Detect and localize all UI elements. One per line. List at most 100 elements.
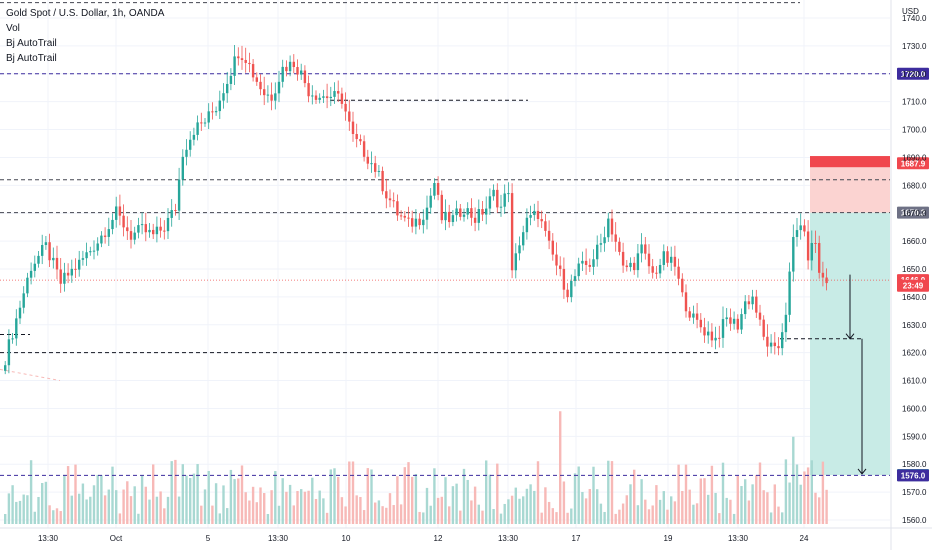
stop-loss-bar[interactable]: [810, 156, 890, 168]
price-tag[interactable]: [897, 206, 929, 219]
candle-body: [729, 317, 732, 324]
price-tag-text: 23:49: [903, 282, 924, 291]
candle-body: [488, 196, 492, 209]
stop-loss-zone[interactable]: [810, 163, 890, 213]
volume-bar: [670, 496, 673, 524]
volume-bar: [525, 488, 529, 524]
symbol-title[interactable]: Gold Spot / U.S. Dollar, 1h, OANDA: [6, 8, 165, 19]
candle-body: [740, 314, 743, 330]
price-tick-label: 1630.0: [902, 321, 927, 330]
volume-bar: [399, 504, 403, 524]
volume-bar: [610, 461, 614, 524]
candle-body: [85, 252, 88, 259]
arrow-down-2-head[interactable]: [857, 468, 867, 475]
volume-bar: [588, 488, 591, 524]
indicator-vol[interactable]: Vol: [6, 23, 20, 34]
volume-bar: [222, 485, 225, 524]
trend-line[interactable]: [0, 368, 61, 382]
candle-body: [155, 226, 159, 235]
candle-body: [133, 232, 136, 240]
candle-body: [63, 272, 66, 284]
volume-bar: [555, 512, 558, 524]
candle-body: [551, 240, 554, 255]
price-tag[interactable]: [897, 157, 929, 170]
volume-bar: [233, 479, 236, 524]
volume-bar: [470, 500, 473, 524]
time-tick-label: 13:30: [728, 534, 749, 543]
volume-bar: [44, 481, 48, 524]
candle-body: [144, 224, 147, 233]
price-tag[interactable]: [897, 67, 929, 80]
candle-body: [307, 83, 310, 97]
volume-bar: [547, 501, 551, 524]
candle-body: [525, 217, 529, 233]
indicator-autotrail-2[interactable]: Bj AutoTrail: [6, 53, 57, 64]
volume-bar: [181, 464, 184, 524]
volume-bar: [699, 478, 702, 524]
volume-bar: [70, 495, 73, 524]
candle-body: [229, 75, 233, 84]
candle-body: [111, 219, 114, 230]
candle-body: [559, 265, 562, 269]
volume-bar: [773, 484, 776, 524]
candle-body: [751, 296, 754, 305]
volume-bar: [644, 499, 647, 524]
price-tag[interactable]: [897, 469, 929, 482]
volume-bar: [277, 505, 281, 524]
position-tool[interactable]: [810, 156, 890, 476]
candle-body: [462, 214, 466, 217]
candle-body: [610, 218, 614, 235]
candle-body: [718, 337, 721, 339]
price-tick-label: 1670.0: [902, 209, 927, 218]
volume-bar: [562, 481, 566, 524]
candle-body: [466, 208, 469, 215]
candle-body: [710, 331, 714, 341]
volume-bar: [63, 474, 66, 524]
price-tag[interactable]: [897, 279, 929, 292]
candle-body: [118, 206, 122, 216]
candle-body: [96, 243, 99, 251]
volume-bar: [189, 478, 192, 524]
candle-body: [115, 206, 118, 220]
volume-bar: [177, 496, 181, 524]
candle-body: [429, 195, 432, 208]
candle-body: [255, 77, 258, 82]
candle-body: [777, 346, 780, 349]
candle-body: [189, 139, 192, 150]
volume-bar: [248, 500, 251, 524]
volume-bar: [688, 489, 691, 524]
arrow-down-1-head[interactable]: [845, 333, 855, 340]
candle-body: [499, 206, 503, 208]
volume-bar: [485, 460, 488, 524]
candle-body: [399, 215, 403, 217]
candle-body: [274, 93, 277, 101]
volume-bar: [573, 473, 577, 524]
volume-pane: [4, 411, 828, 524]
candle-body: [66, 272, 70, 276]
volume-bar: [388, 493, 392, 524]
price-tick-label: 1700.0: [902, 126, 927, 135]
indicator-autotrail-1[interactable]: Bj AutoTrail: [6, 38, 57, 49]
candle-body: [214, 111, 218, 113]
candle-body: [340, 93, 344, 104]
volume-bar: [788, 482, 791, 524]
candle-body: [359, 139, 362, 142]
candle-body: [507, 193, 510, 195]
volume-bar: [496, 463, 499, 524]
candle-body: [544, 221, 547, 231]
volume-bar: [407, 462, 410, 524]
candle-body: [633, 262, 636, 271]
candle-body: [570, 280, 573, 298]
take-profit-zone[interactable]: [810, 212, 890, 476]
volume-bar: [285, 491, 288, 524]
volume-bar: [48, 505, 51, 524]
volume-bar: [636, 505, 640, 524]
candle-body: [655, 272, 658, 274]
volume-bar: [55, 508, 59, 524]
annotations[interactable]: 1720.01687.91670.21646.023:491576.11576.…: [845, 67, 929, 482]
volume-bar: [300, 489, 303, 524]
candle-body: [818, 243, 821, 273]
candle-body: [588, 264, 591, 267]
